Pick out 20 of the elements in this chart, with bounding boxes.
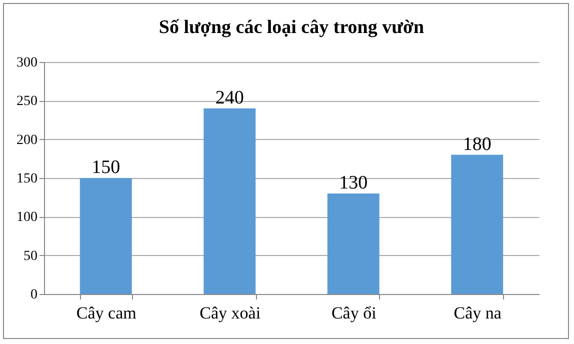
data-label: 150 (92, 157, 120, 178)
data-label: 130 (339, 172, 368, 194)
data-label: 240 (215, 87, 244, 108)
y-tick-label: 300 (16, 56, 38, 70)
y-tick-label: 0 (30, 288, 38, 302)
x-tick-label: Cây na (454, 304, 502, 322)
bar (451, 154, 504, 294)
x-tick-label: Cây cam (76, 304, 136, 322)
bar (327, 193, 380, 294)
bar (204, 108, 256, 294)
y-tick-label: 250 (16, 94, 38, 110)
x-tick-label: Cây xoài (200, 304, 261, 322)
x-tick-label: Cây ổi (331, 304, 377, 322)
chart-title: Số lượng các loại cây trong vườn (158, 17, 425, 38)
y-tick-label: 100 (16, 210, 38, 226)
y-tick-label: 200 (16, 132, 38, 148)
y-tick-label: 50 (24, 248, 38, 264)
data-label: 180 (462, 134, 492, 155)
bar (80, 178, 132, 294)
y-tick-label: 150 (16, 172, 38, 186)
